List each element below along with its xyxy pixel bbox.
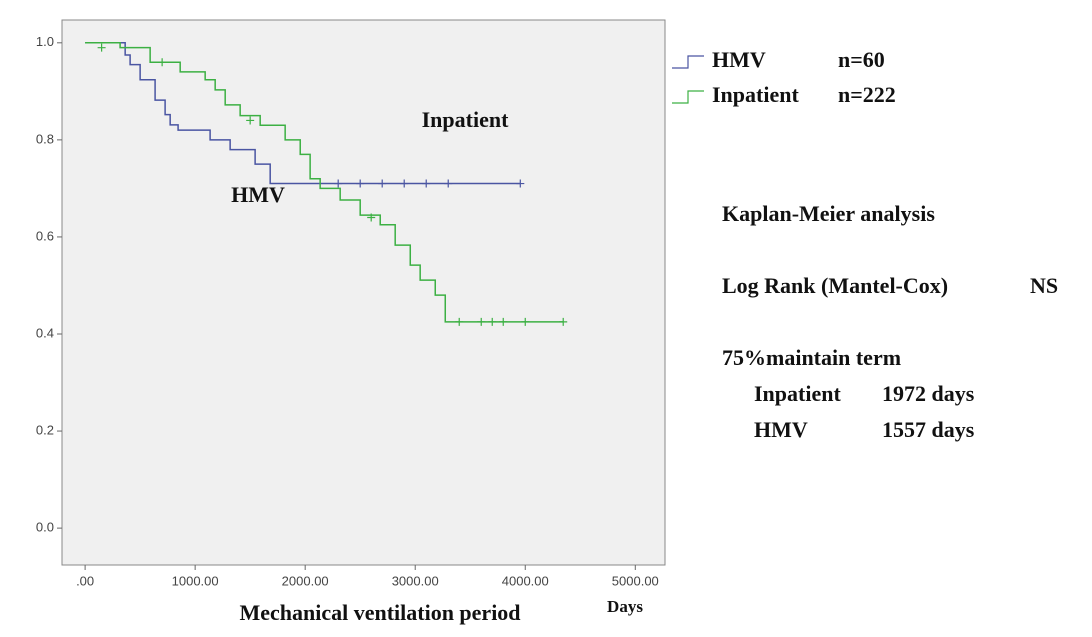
notes-row-label: Inpatient xyxy=(754,381,841,406)
notes-row-label: HMV xyxy=(754,417,808,442)
y-tick-label: 0.4 xyxy=(36,325,54,340)
notes-result: NS xyxy=(1030,273,1058,298)
y-tick-label: 0.0 xyxy=(36,520,54,535)
legend-label: Inpatient xyxy=(712,82,799,107)
censor-mark xyxy=(516,179,525,188)
y-tick-label: 0.8 xyxy=(36,131,54,146)
censor-mark xyxy=(477,317,486,326)
notes-row-value: 1557 days xyxy=(882,417,975,442)
survival-curve xyxy=(85,42,564,323)
censor-mark xyxy=(378,179,387,188)
censor-mark xyxy=(444,179,453,188)
x-tick-label: 4000.00 xyxy=(502,573,549,588)
y-tick-label: 1.0 xyxy=(36,34,54,49)
censor-mark xyxy=(246,116,255,125)
x-tick-label: 3000.00 xyxy=(392,573,439,588)
censor-mark xyxy=(400,179,409,188)
censor-mark xyxy=(367,213,376,222)
y-tick-label: 0.2 xyxy=(36,422,54,437)
annotation: Inpatient xyxy=(422,107,509,132)
notes-test: Log Rank (Mantel-Cox) xyxy=(722,273,948,298)
censor-mark xyxy=(334,179,343,188)
censor-mark xyxy=(499,317,508,326)
censor-mark xyxy=(158,58,167,67)
survival-curve xyxy=(85,42,521,185)
notes-term-title: 75%maintain term xyxy=(722,345,901,370)
x-tick-label: 1000.00 xyxy=(172,573,219,588)
plot-area xyxy=(61,19,666,566)
annotation: HMV xyxy=(231,182,285,207)
legend-swatch xyxy=(672,90,704,104)
legend-label: HMV xyxy=(712,47,766,72)
y-tick-label: 0.6 xyxy=(36,228,54,243)
censor-mark xyxy=(488,317,497,326)
censor-mark xyxy=(97,43,106,52)
censor-mark xyxy=(559,317,568,326)
x-tick-label: 2000.00 xyxy=(282,573,329,588)
notes-title: Kaplan-Meier analysis xyxy=(722,201,935,226)
censor-mark xyxy=(455,317,464,326)
x-tick-label: 5000.00 xyxy=(612,573,659,588)
legend-swatch xyxy=(672,55,704,69)
legend-n: n=60 xyxy=(838,47,885,72)
x-axis-unit: Days xyxy=(607,597,643,616)
censor-mark xyxy=(422,179,431,188)
censor-mark xyxy=(356,179,365,188)
legend-n: n=222 xyxy=(838,82,896,107)
notes-row-value: 1972 days xyxy=(882,381,975,406)
censor-mark xyxy=(521,317,530,326)
x-axis-label: Mechanical ventilation period xyxy=(239,600,520,625)
x-tick-label: .00 xyxy=(76,573,94,588)
